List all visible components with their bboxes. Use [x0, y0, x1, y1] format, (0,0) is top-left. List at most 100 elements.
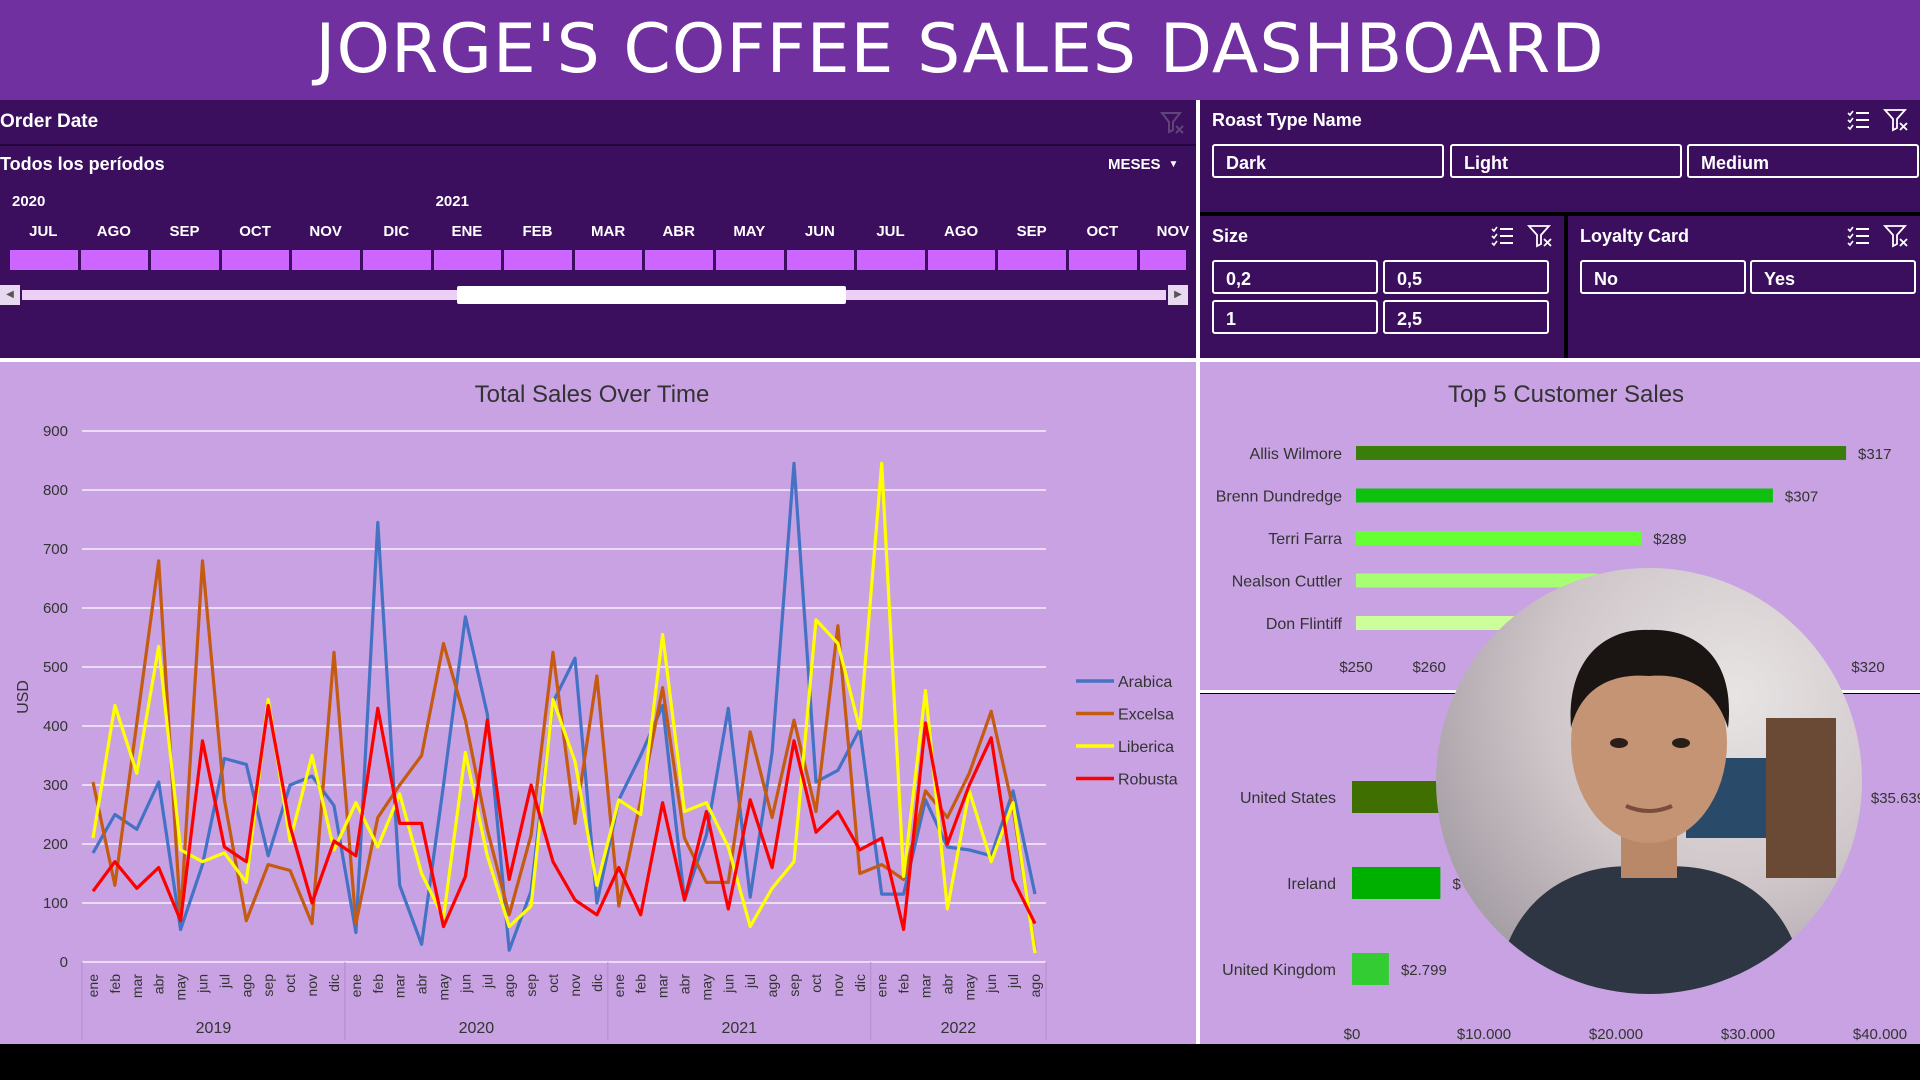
size-slicer-header: Size	[1200, 216, 1564, 256]
multi-select-icon[interactable]	[1844, 106, 1872, 134]
x-tick-label: sep	[786, 974, 802, 997]
x-tick-label: ene	[611, 974, 627, 998]
timeline-month-cell[interactable]	[433, 250, 502, 270]
timeline-month-label: JUL	[876, 223, 905, 240]
x-tick-label: $20.000	[1589, 1026, 1643, 1043]
x-tick-label: jul	[216, 974, 232, 989]
presenter-webcam	[1436, 568, 1862, 994]
chevron-down-icon: ▼	[1168, 159, 1179, 170]
timeline-month-label: NOV	[1156, 223, 1190, 240]
timeline-month-cell[interactable]	[857, 250, 925, 270]
slicer-item-label: 1	[1226, 309, 1237, 329]
timeline-month-label: AGO	[96, 223, 131, 240]
bar-category-label: Nealson Cuttler	[1232, 574, 1343, 591]
timeline-month-cell[interactable]	[10, 250, 78, 270]
x-tick-label: jul	[1005, 974, 1021, 989]
bar-value-label: $317	[1858, 446, 1891, 463]
timeline-month-label: FEB	[522, 223, 553, 240]
scroll-thumb[interactable]	[456, 286, 846, 304]
timeline-month-cell[interactable]	[80, 250, 149, 270]
slicer-item-dark[interactable]: Dark	[1212, 144, 1444, 178]
x-tick-label: ene	[85, 974, 101, 998]
timeline-month-cell[interactable]	[998, 250, 1066, 270]
timeline-month-cell[interactable]	[504, 250, 572, 270]
timeline-month-cell[interactable]	[786, 250, 855, 270]
clear-filter-icon[interactable]	[1882, 222, 1910, 250]
timeline-month-cell[interactable]	[645, 250, 713, 270]
slicer-item-medium[interactable]: Medium	[1687, 144, 1919, 178]
x-tick-label: sep	[260, 974, 276, 997]
timeline-month-label: JUN	[804, 223, 835, 240]
slicer-item-size-0-2[interactable]: 0,2	[1212, 260, 1378, 294]
bar-value-label: $	[1452, 876, 1461, 893]
timeline-month-label: OCT	[1086, 223, 1119, 240]
slicer-item-label: Light	[1464, 153, 1508, 173]
bar-category-label: Don Flintiff	[1266, 616, 1343, 633]
dashboard-title: JORGE'S COFFEE SALES DASHBOARD	[315, 10, 1605, 89]
x-tick-label: sep	[523, 974, 539, 997]
slicer-item-size-0-5[interactable]: 0,5	[1383, 260, 1549, 294]
timeline-level-dropdown[interactable]: MESES ▼	[1108, 156, 1178, 173]
x-tick-label: jul	[479, 974, 495, 989]
scroll-left-button[interactable]: ◀	[0, 285, 20, 305]
timeline-scrollbar[interactable]: ◀ ▶	[0, 284, 1188, 306]
timeline-month-label: OCT	[239, 223, 271, 240]
x-tick-label: nov	[567, 974, 583, 997]
x-tick-label: mar	[655, 974, 671, 998]
bar-customer-3	[1356, 573, 1598, 588]
x-tick-label: dic	[589, 974, 605, 992]
x-tick-label: ago	[764, 974, 780, 998]
clear-filter-icon[interactable]	[1526, 222, 1554, 250]
y-tick-label: 400	[43, 718, 68, 735]
bar-customer-2	[1356, 531, 1642, 545]
x-tick-label: mar	[918, 974, 934, 998]
timeline-month-cell[interactable]	[927, 250, 996, 270]
timeline-month-cell[interactable]	[292, 250, 360, 270]
presenter-image	[1496, 629, 1836, 994]
x-tick-label: ene	[348, 974, 364, 998]
timeline-month-cell[interactable]	[716, 250, 784, 270]
x-tick-label: jul	[742, 974, 758, 989]
clear-filter-icon[interactable]	[1158, 108, 1186, 136]
slicer-item-label: 2,5	[1397, 309, 1423, 329]
bottom-letterbox	[0, 1044, 1920, 1080]
top-5-customer-bar-chart: Top 5 Customer Sales Allis Wilmore $317 Br…	[1216, 381, 1892, 676]
chart-title: Total Sales Over Time	[475, 381, 710, 408]
x-tick-label: abr	[414, 974, 430, 995]
x-tick-label: jun	[983, 974, 999, 994]
x-tick-label: may	[961, 974, 977, 1000]
timeline-month-label: JUL	[29, 223, 58, 240]
multi-select-icon[interactable]	[1844, 222, 1872, 250]
timeline-month-cell[interactable]	[151, 250, 219, 270]
year-label: 2020	[459, 1020, 495, 1037]
timeline-month-cell[interactable]	[363, 250, 431, 270]
x-tick-label: ene	[874, 974, 890, 998]
y-tick-label: 300	[43, 777, 68, 794]
x-tick-label: $260	[1412, 659, 1445, 676]
timeline-month-cell[interactable]	[574, 250, 643, 270]
slicer-item-light[interactable]: Light	[1450, 144, 1682, 178]
timeline-month-label: MAR	[591, 223, 626, 240]
year-label: 2021	[721, 1020, 757, 1037]
multi-select-icon[interactable]	[1488, 222, 1516, 250]
scroll-right-button[interactable]: ▶	[1168, 285, 1188, 305]
y-tick-label: 700	[43, 541, 68, 558]
timeline-month-cell[interactable]	[1139, 250, 1186, 270]
timeline-month-label: AGO	[944, 223, 979, 240]
slicer-item-size-1[interactable]: 1	[1212, 300, 1378, 334]
x-tick-label: $320	[1851, 659, 1884, 676]
timeline-month-cell[interactable]	[1069, 250, 1137, 270]
bar-country-2	[1352, 953, 1389, 985]
roast-slicer-title: Roast Type Name	[1212, 109, 1362, 130]
slicer-item-loyalty-yes[interactable]: Yes	[1750, 260, 1916, 294]
size-slicer: Size 0,2 0,5 1 2,5	[1200, 216, 1564, 358]
legend-label: Arabica	[1118, 674, 1172, 691]
slicer-item-size-2-5[interactable]: 2,5	[1383, 300, 1549, 334]
timeline-month-cell[interactable]	[221, 250, 290, 270]
x-tick-label: ago	[501, 974, 517, 998]
slicer-item-loyalty-no[interactable]: No	[1580, 260, 1746, 294]
clear-filter-icon[interactable]	[1882, 106, 1910, 134]
chart-title: Top 5 Customer Sales	[1448, 381, 1684, 408]
legend-label: Liberica	[1118, 739, 1174, 756]
x-tick-label: may	[173, 974, 189, 1000]
